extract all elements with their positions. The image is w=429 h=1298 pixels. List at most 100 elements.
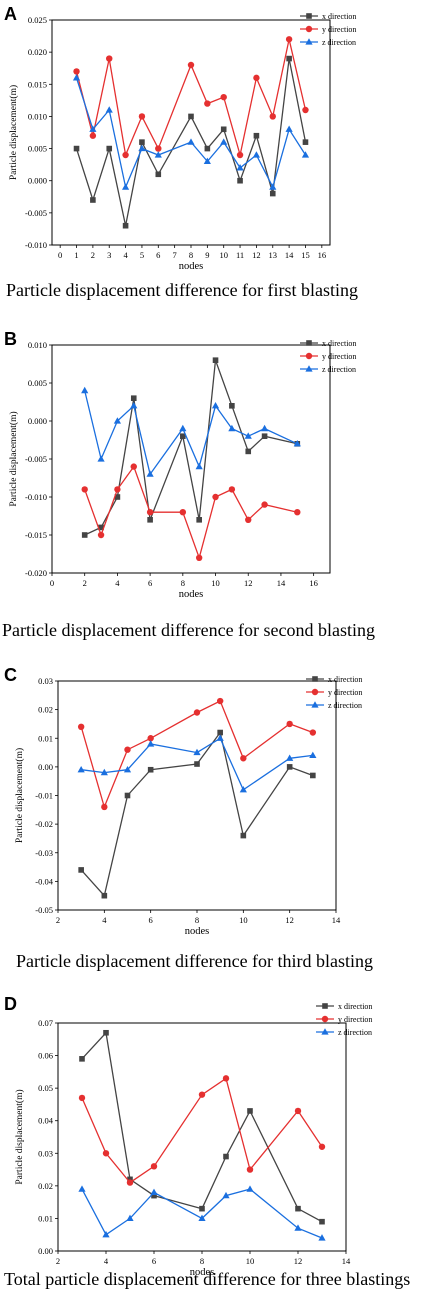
data-point (179, 424, 187, 432)
data-point (130, 463, 137, 470)
data-point (228, 486, 236, 493)
data-point (247, 1108, 253, 1114)
x-tick-label: 16 (309, 578, 318, 588)
data-point (126, 1179, 134, 1186)
y-tick-label: 0.03 (38, 1148, 53, 1158)
x-tick-label: 2 (56, 1256, 60, 1266)
series-z-direction (81, 386, 301, 477)
x-tick-label: 12 (244, 578, 253, 588)
legend-marker (311, 701, 319, 708)
x-tick-label: 10 (246, 1256, 255, 1266)
legend: x direction y direction z direction (316, 1002, 372, 1037)
data-point (212, 493, 219, 501)
series-line (84, 390, 298, 476)
legend-marker (321, 1028, 329, 1035)
panel-label: A (4, 4, 17, 24)
data-point (195, 554, 203, 561)
legend-marker (305, 352, 313, 360)
data-point (253, 132, 260, 139)
x-tick-label: 3 (107, 250, 111, 260)
y-tick-label: 0.005 (28, 144, 47, 154)
data-point (89, 132, 97, 139)
data-point (124, 792, 131, 799)
data-point (97, 455, 105, 462)
data-point (237, 177, 243, 184)
data-point (78, 1094, 86, 1102)
data-point (294, 1107, 302, 1115)
data-point (245, 448, 252, 455)
x-tick-label: 8 (181, 578, 185, 588)
x-tick-label: 8 (200, 1256, 204, 1266)
x-tick-label: 4 (123, 250, 128, 260)
y-tick-label: 0.00 (38, 1246, 53, 1256)
data-point (222, 1075, 230, 1082)
data-point (127, 1176, 133, 1183)
series-y-direction (77, 697, 317, 811)
y-axis-label: Particle displacement(m) (14, 1089, 25, 1184)
data-point (236, 164, 244, 171)
y-tick-label: 0.07 (38, 1018, 53, 1028)
legend-label: y direction (322, 25, 356, 34)
data-point (269, 190, 276, 197)
data-point (198, 1214, 206, 1222)
x-tick-label: 2 (91, 250, 95, 260)
data-point (154, 151, 162, 158)
y-tick-label: -0.04 (35, 876, 53, 886)
data-point (100, 768, 108, 776)
data-point (150, 1188, 158, 1195)
x-tick-label: 9 (205, 250, 209, 260)
x-tick-label: 4 (115, 578, 120, 588)
y-tick-label: 0.06 (38, 1051, 53, 1061)
data-point (138, 113, 146, 120)
data-point (302, 106, 309, 114)
legend: x direction y direction z direction (300, 339, 356, 374)
data-point (220, 126, 227, 133)
y-tick-label: 0.05 (38, 1083, 53, 1093)
chart-panel-a: A0 1 2 3 4 5 6 7 8 9 10 11 12 13 14 15 16-0.010-0.0050.0… (4, 4, 358, 300)
x-tick-label: 13 (269, 250, 278, 260)
plot-frame (51, 344, 331, 574)
legend: x direction y direction z direction (306, 675, 362, 710)
y-tick-label: 0.00 (38, 762, 53, 772)
data-point (223, 1153, 229, 1160)
y-tick-label: 0.02 (38, 1181, 53, 1191)
y-tick-label: -0.01 (35, 791, 53, 801)
x-axis-label: nodes (179, 261, 204, 272)
legend-label: z direction (328, 701, 362, 710)
data-point (217, 729, 223, 736)
data-point (122, 151, 129, 159)
legend-marker (305, 38, 313, 45)
legend-marker (312, 676, 318, 682)
data-point (81, 532, 88, 538)
series-x-direction (81, 357, 301, 538)
y-tick-label: 0.015 (28, 79, 47, 89)
series-y-direction (73, 36, 309, 159)
legend-label: x direction (338, 1002, 372, 1011)
y-tick-label: 0.025 (28, 15, 47, 25)
y-axis-label: Particle displacement(m) (8, 85, 19, 180)
data-point (286, 55, 292, 62)
panel-label: B (4, 329, 17, 349)
data-point (245, 516, 252, 523)
legend-marker (321, 1015, 329, 1023)
x-tick-label: 2 (56, 915, 60, 925)
legend: x direction y direction z direction (300, 12, 356, 47)
data-point (204, 145, 211, 152)
x-tick-label: 12 (285, 915, 294, 925)
legend-label: x direction (322, 339, 356, 348)
data-point (187, 61, 195, 69)
legend-marker (305, 365, 313, 372)
series-line (81, 1188, 323, 1239)
data-point (150, 1163, 158, 1170)
x-tick-label: 10 (239, 915, 248, 925)
data-point (90, 197, 96, 203)
legend-label: z direction (338, 1028, 372, 1037)
x-tick-label: 8 (189, 250, 193, 260)
data-point (130, 395, 137, 401)
data-point (246, 1166, 254, 1173)
x-tick-label: 10 (219, 250, 228, 260)
series-line (84, 465, 298, 560)
data-point (240, 832, 247, 839)
y-tick-label: 0.01 (38, 733, 53, 743)
